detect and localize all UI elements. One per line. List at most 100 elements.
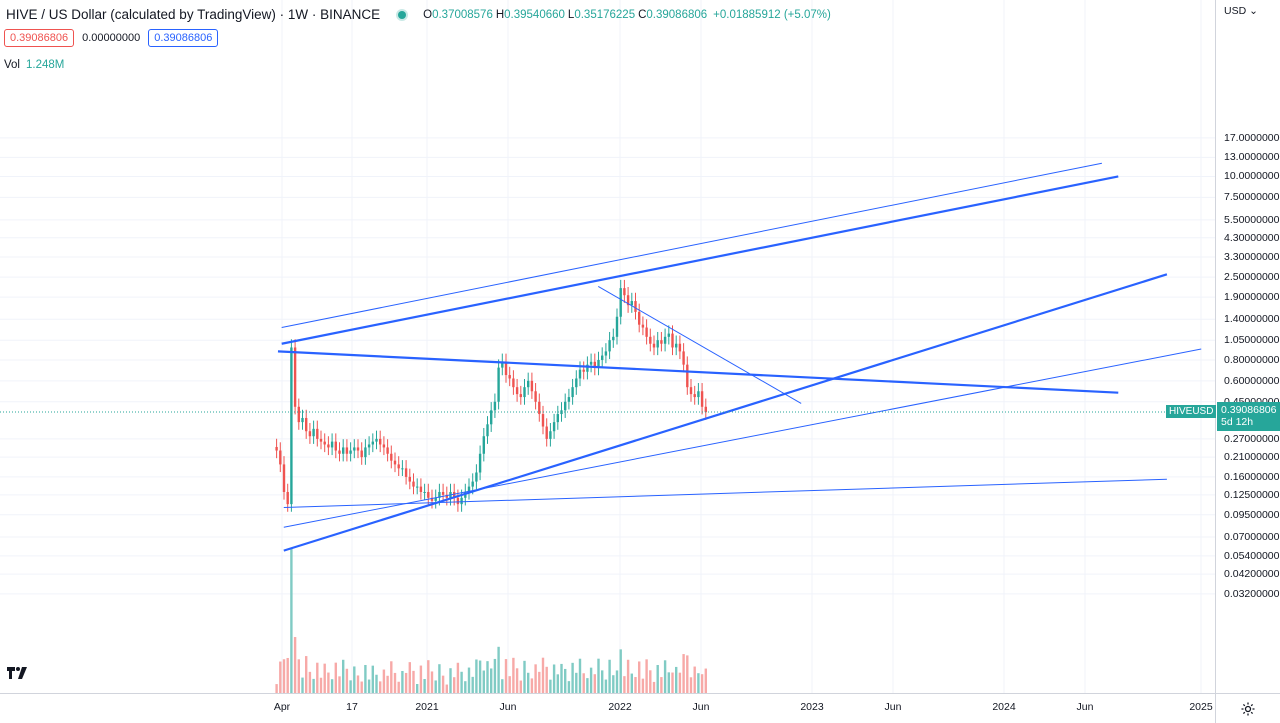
- volume-bar: [689, 677, 693, 693]
- candle-body: [645, 327, 648, 337]
- candle-body: [549, 431, 552, 439]
- candle-body: [467, 486, 471, 492]
- current-price-badge: 0.39086806 5d 12h: [1217, 402, 1280, 431]
- high-label: H: [495, 8, 505, 21]
- currency-selector[interactable]: USD ⌄: [1224, 5, 1258, 17]
- price-tick-label: 0.60000000: [1224, 374, 1280, 387]
- volume-bar: [334, 662, 337, 693]
- candle-body: [678, 343, 682, 352]
- tradingview-logo-icon[interactable]: [6, 664, 28, 680]
- chart-plot-area[interactable]: [0, 0, 1215, 693]
- volume-bar: [371, 665, 374, 693]
- time-tick-label: 2025: [1189, 701, 1213, 713]
- sell-price-button[interactable]: 0.39086806: [4, 29, 75, 47]
- candle-body: [671, 333, 674, 348]
- trade-price-boxes: 0.39086806 0.00000000 0.39086806: [4, 29, 219, 47]
- trend-lines[interactable]: [277, 162, 1202, 552]
- candle-body: [660, 340, 663, 344]
- candle-body: [460, 497, 463, 505]
- volume-bar: [578, 658, 582, 693]
- volume-bar: [282, 659, 286, 693]
- candle-body: [527, 380, 530, 388]
- volume-bar: [301, 677, 304, 693]
- volume-bar: [449, 668, 452, 693]
- volume-bar: [612, 675, 615, 693]
- candle-body: [649, 336, 652, 344]
- candle-body: [371, 441, 374, 445]
- candle-body: [375, 438, 378, 442]
- grid-lines: [0, 0, 1215, 693]
- candle-body: [615, 316, 619, 337]
- candle-body: [608, 340, 611, 352]
- volume-bar: [397, 681, 400, 693]
- candle-body: [330, 441, 334, 448]
- candle-body: [279, 450, 282, 465]
- volume-bar: [527, 672, 530, 693]
- volume-bar: [441, 675, 445, 693]
- time-tick-label: Jun: [884, 701, 902, 713]
- candle-body: [379, 438, 382, 445]
- volume-bar: [700, 674, 704, 693]
- time-tick-label: 2023: [800, 701, 824, 713]
- candle-body: [534, 391, 537, 402]
- candle-body: [597, 359, 600, 368]
- time-tick-label: Jun: [1076, 701, 1094, 713]
- candle-body: [338, 450, 341, 454]
- volume-bar: [693, 666, 696, 693]
- chart-settings-button[interactable]: [1215, 693, 1280, 723]
- symbol-title[interactable]: HIVE / US Dollar (calculated by TradingV…: [6, 7, 381, 22]
- price-tick-label: 5.50000000: [1224, 213, 1280, 226]
- volume-label: Vol: [4, 59, 20, 71]
- volume-bar: [597, 658, 600, 693]
- volume-bar: [416, 684, 419, 693]
- volume-bar: [293, 637, 297, 693]
- candle-body: [275, 446, 278, 451]
- volume-bar: [360, 681, 363, 693]
- volume-bar: [649, 670, 652, 693]
- candle-body: [441, 491, 445, 495]
- volume-bar: [593, 674, 596, 693]
- candle-body: [530, 380, 534, 392]
- price-tick-label: 0.12500000: [1224, 488, 1280, 501]
- candle-body: [408, 476, 411, 482]
- candle-body: [475, 472, 478, 482]
- volume-bar: [638, 661, 641, 693]
- time-tick-label: 2024: [992, 701, 1016, 713]
- candle-body: [682, 351, 685, 365]
- candle-body: [589, 361, 593, 365]
- volume-bar: [367, 679, 371, 693]
- volume-bar: [453, 677, 456, 693]
- volume-bar: [575, 672, 578, 693]
- volume-bar: [486, 661, 489, 693]
- time-axis[interactable]: Apr 17 2021 Jun 2022 Jun 2023 Jun 2024 Jun 2025: [0, 693, 1215, 723]
- volume-bar: [571, 662, 574, 693]
- volume-bar: [552, 664, 556, 693]
- price-tick-label: 13.00000000: [1224, 151, 1280, 164]
- candle-body: [390, 453, 393, 461]
- candle-body: [523, 387, 526, 398]
- volume-bar: [423, 679, 426, 693]
- time-tick-label: Apr: [273, 701, 291, 713]
- time-tick-label: Jun: [499, 701, 517, 713]
- candle-body: [663, 336, 667, 344]
- price-axis[interactable]: USD ⌄ 17.00000000 13.00000000 10.00000000 7…: [1215, 0, 1280, 693]
- close-value: 0.39086806: [646, 8, 708, 21]
- candle-body: [423, 491, 426, 493]
- candle-body: [490, 410, 493, 425]
- volume-bar: [549, 679, 552, 693]
- volume-bar: [349, 680, 352, 693]
- candle-body: [545, 426, 548, 439]
- volume-bar: [682, 654, 685, 693]
- candle-body: [456, 497, 460, 505]
- market-status-icon[interactable]: [398, 10, 407, 19]
- buy-price-button[interactable]: 0.39086806: [148, 29, 219, 47]
- candle-body: [508, 375, 511, 379]
- candle-body: [612, 336, 615, 341]
- candle-body: [667, 333, 670, 337]
- volume-bar: [697, 673, 700, 693]
- high-value: 0.39540660: [504, 8, 565, 21]
- candle-body: [401, 468, 404, 470]
- time-tick-label: 2021: [415, 701, 439, 713]
- bar-countdown: 5d 12h: [1221, 416, 1254, 428]
- candle-body: [626, 295, 630, 306]
